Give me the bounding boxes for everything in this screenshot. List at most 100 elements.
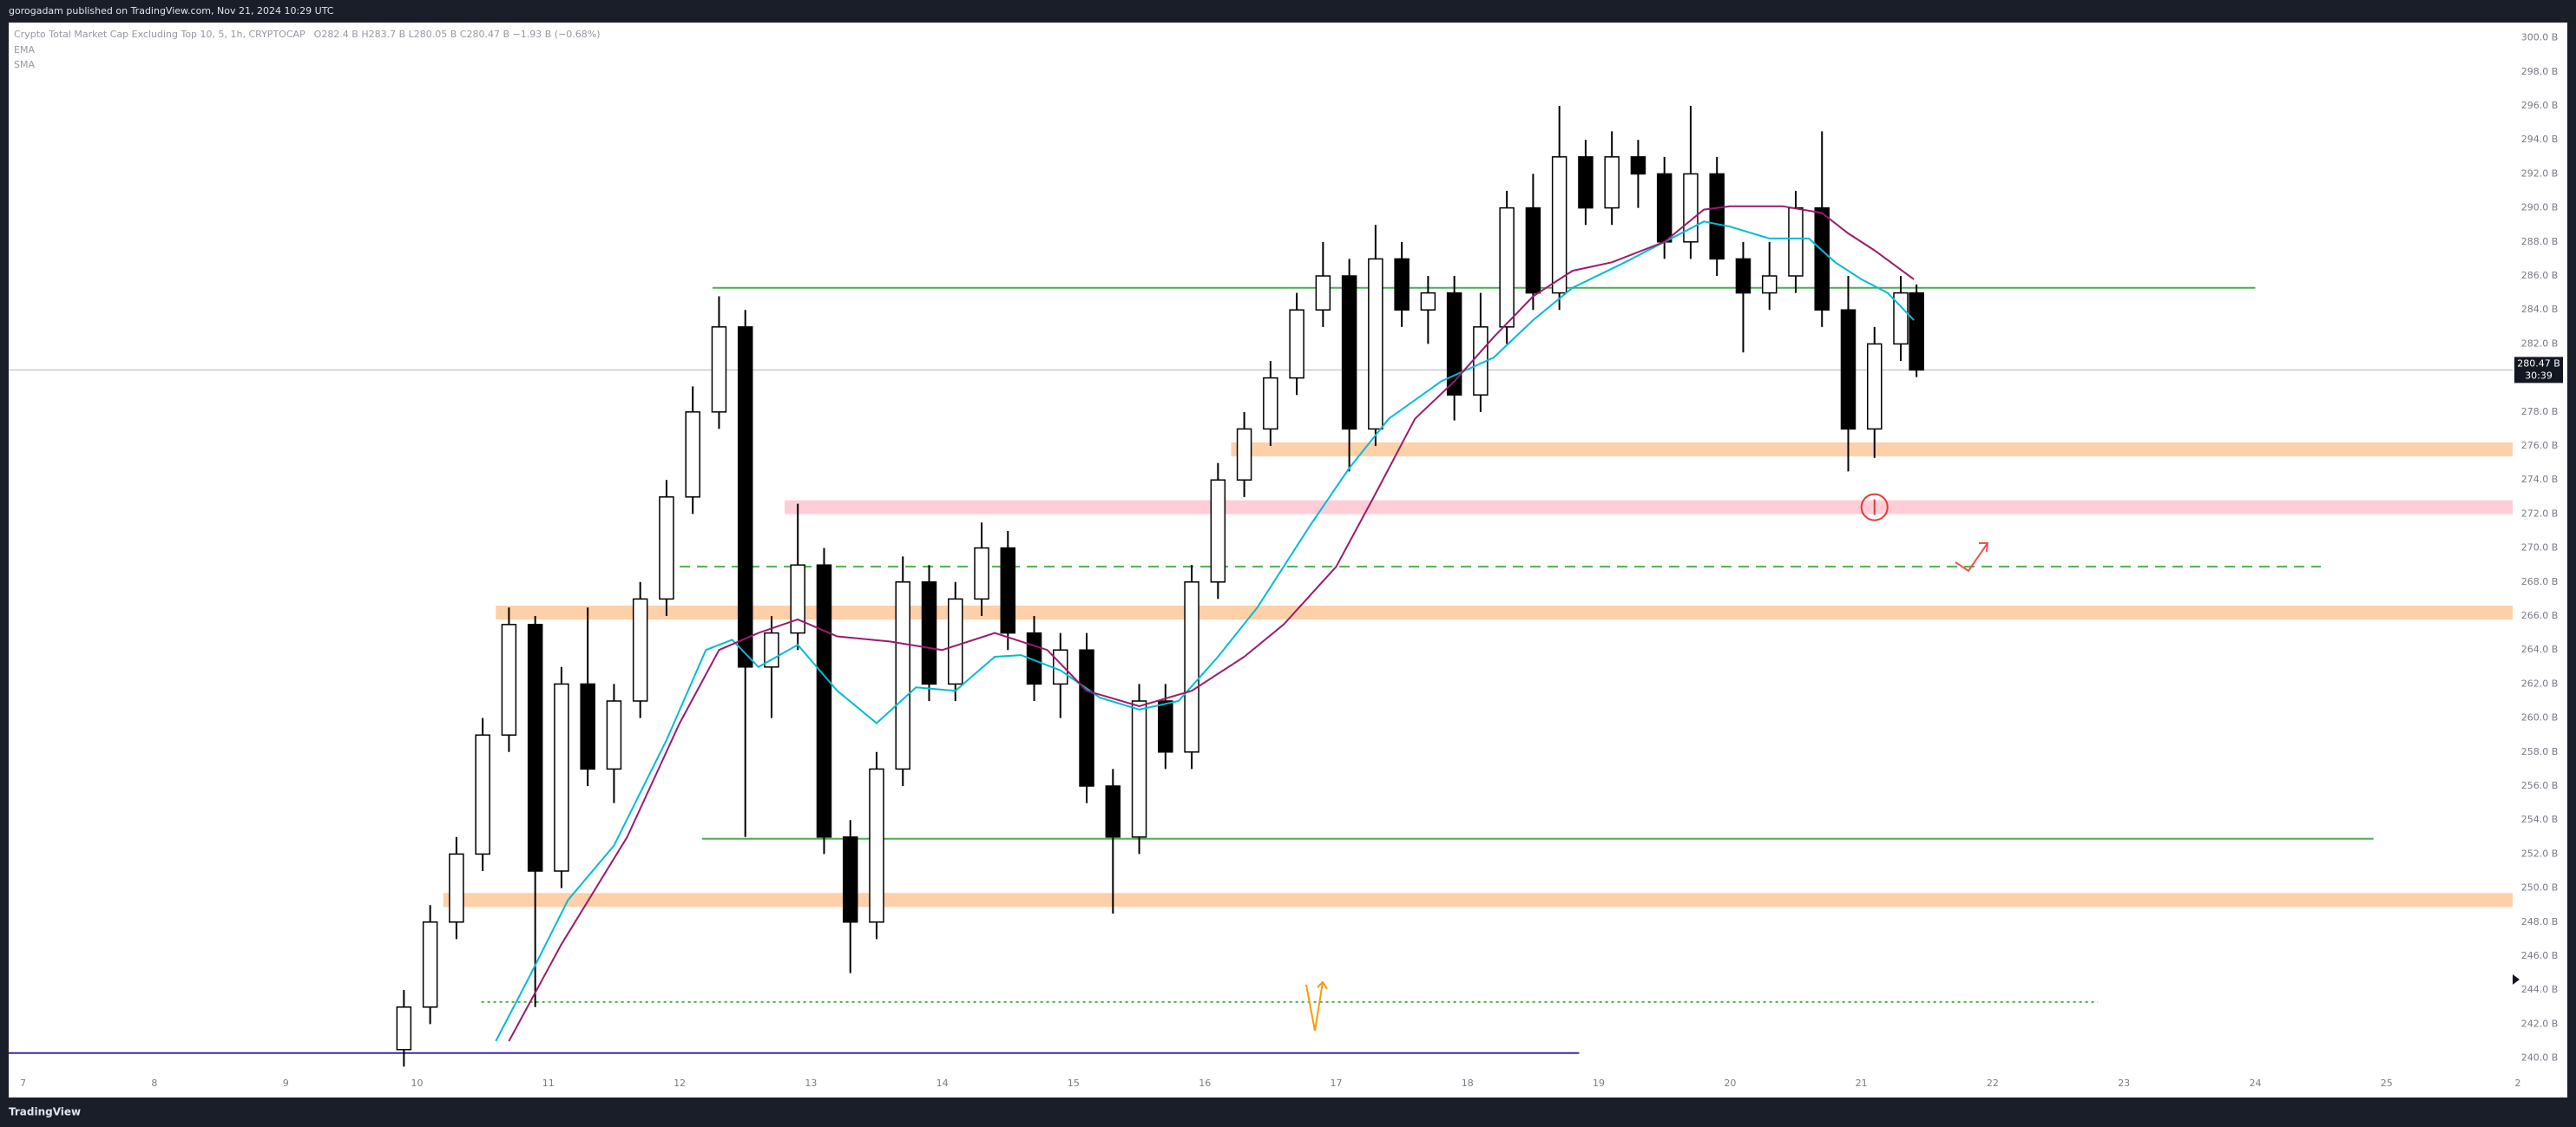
candle-body <box>1420 292 1436 311</box>
y-tick-label: 252.0 B <box>2521 848 2559 859</box>
chart-title: Crypto Total Market Cap Excluding Top 10… <box>14 29 306 40</box>
x-tick-label: 13 <box>805 1078 817 1089</box>
y-tick-label: 276.0 B <box>2521 440 2559 451</box>
x-tick-label: 19 <box>1593 1078 1605 1089</box>
scroll-marker <box>2513 974 2520 985</box>
y-tick-label: 272.0 B <box>2521 508 2559 519</box>
countdown-label: 30:39 <box>2525 370 2553 381</box>
x-tick-label: 23 <box>2118 1078 2130 1089</box>
candle-body <box>790 564 805 634</box>
y-tick-label: 242.0 B <box>2521 1018 2559 1029</box>
y-tick-label: 262.0 B <box>2521 678 2559 689</box>
candle-body <box>1893 292 1909 345</box>
candle-body <box>1499 206 1515 328</box>
candle-body <box>396 1006 412 1051</box>
x-tick-label: 16 <box>1199 1078 1211 1089</box>
candle-body <box>1394 258 1410 311</box>
candle-body <box>1578 156 1594 209</box>
x-tick-label: 8 <box>151 1078 157 1089</box>
candle-body <box>895 581 910 770</box>
candle-body <box>1158 700 1173 753</box>
y-tick-label: 260.0 B <box>2521 712 2559 724</box>
y-tick-label: 254.0 B <box>2521 814 2559 825</box>
x-tick-label: 12 <box>674 1078 686 1089</box>
candle-body <box>1131 700 1147 838</box>
candle-body <box>1683 173 1699 243</box>
y-tick-label: 268.0 B <box>2521 576 2559 587</box>
candle-body <box>869 768 884 923</box>
candle-body <box>737 326 753 668</box>
ohlc-text: O282.4 B H283.7 B L280.05 B C280.47 B −1… <box>314 29 601 40</box>
candle-body <box>1867 343 1883 430</box>
candle-body <box>974 547 989 600</box>
y-tick-label: 298.0 B <box>2521 66 2559 77</box>
candle-body <box>1446 292 1462 396</box>
candle-body <box>632 598 648 702</box>
candle-body <box>1656 173 1672 243</box>
y-tick-label: 266.0 B <box>2521 610 2559 621</box>
price-zone <box>443 893 2514 907</box>
y-tick-label: 274.0 B <box>2521 474 2559 485</box>
price-zone <box>496 606 2513 620</box>
published-text: gorogadam published on TradingView.com, … <box>9 5 334 16</box>
y-tick-label: 296.0 B <box>2521 100 2559 111</box>
candle-body <box>1289 309 1304 379</box>
x-tick-label: 10 <box>411 1078 423 1089</box>
candle-body <box>1630 156 1646 175</box>
candle-body <box>1079 649 1094 787</box>
y-tick-label: 270.0 B <box>2521 542 2559 554</box>
candle-body <box>1341 275 1357 430</box>
y-tick-label: 248.0 B <box>2521 916 2559 927</box>
candle-body <box>1236 428 1252 481</box>
y-tick-label: 256.0 B <box>2521 780 2559 791</box>
x-tick-label: 24 <box>2249 1078 2261 1089</box>
y-tick-label: 288.0 B <box>2521 236 2559 247</box>
candle-body <box>659 496 674 600</box>
candle-body <box>1840 309 1856 430</box>
x-tick-label: 22 <box>1987 1078 1999 1089</box>
candle-body <box>1210 479 1226 583</box>
plot: 240.0 B 242.0 B 244.0 B 246.0 B 248.0 B 250.0… <box>9 32 2563 1089</box>
price-label: 280.47 B <box>2517 357 2560 369</box>
candle-body <box>1709 173 1725 260</box>
y-tick-label: 282.0 B <box>2521 337 2559 349</box>
candle-body <box>711 326 727 413</box>
candle-body <box>606 700 622 770</box>
x-tick-label: 18 <box>1462 1078 1474 1089</box>
x-tick-label: 15 <box>1068 1078 1080 1089</box>
candle-body <box>1909 292 1924 371</box>
arrow-red <box>1955 542 1989 573</box>
candle-body <box>475 734 490 855</box>
candle-body <box>1368 258 1383 430</box>
candle-body <box>449 853 464 923</box>
y-tick-label: 258.0 B <box>2521 746 2559 757</box>
candle-body <box>1315 275 1331 311</box>
x-tick-label: 21 <box>1856 1078 1868 1089</box>
candle-body <box>1604 156 1620 209</box>
indicator-line <box>508 205 1915 1042</box>
candle-body <box>685 411 700 498</box>
y-tick-label: 240.0 B <box>2521 1052 2559 1064</box>
candle-body <box>1525 206 1541 294</box>
y-tick-label: 278.0 B <box>2521 406 2559 417</box>
y-tick-label: 250.0 B <box>2521 882 2559 894</box>
y-tick-label: 292.0 B <box>2521 167 2559 179</box>
candle-body <box>527 624 543 872</box>
candle-body <box>1184 581 1199 753</box>
legend-ema: EMA <box>14 44 35 56</box>
x-tick-label: 25 <box>2381 1078 2393 1089</box>
x-tick-label: 14 <box>936 1078 949 1089</box>
y-tick-label: 244.0 B <box>2521 984 2559 995</box>
candle-body <box>1735 258 1751 294</box>
y-tick-label: 290.0 B <box>2521 202 2559 213</box>
x-tick-label: 20 <box>1724 1078 1736 1089</box>
candle-body <box>1551 156 1567 294</box>
candle-body <box>816 564 832 838</box>
candle-body <box>1814 206 1830 311</box>
price-box <box>2514 357 2563 383</box>
x-tick-label: 9 <box>283 1078 289 1089</box>
candle-body <box>580 683 595 770</box>
candle-body <box>1000 547 1016 634</box>
y-tick-label: 284.0 B <box>2521 304 2559 315</box>
